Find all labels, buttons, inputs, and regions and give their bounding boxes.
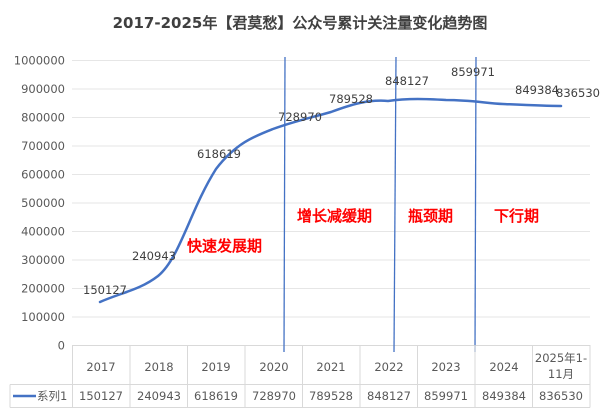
phase-label-slowing-growth: 增长减缓期 bbox=[297, 207, 372, 225]
y-tick: 700000 bbox=[21, 139, 65, 153]
table-header-cell: 2021 bbox=[316, 360, 345, 374]
data-label: 728970 bbox=[278, 110, 322, 124]
chart-title: 2017-2025年【君莫愁】公众号累计关注量变化趋势图 bbox=[112, 14, 488, 32]
table-header-cell: 2024 bbox=[489, 360, 518, 374]
data-label: 150127 bbox=[83, 283, 127, 297]
gridlines bbox=[72, 60, 590, 346]
data-label: 859971 bbox=[451, 65, 495, 79]
y-tick: 500000 bbox=[21, 196, 65, 210]
data-label: 240943 bbox=[132, 249, 176, 263]
table-header-cell: 2022 bbox=[374, 360, 403, 374]
table-cell: 150127 bbox=[79, 389, 123, 403]
table-header-cell: 2017 bbox=[86, 360, 115, 374]
series-line bbox=[98, 97, 563, 304]
table-series-row: 系列1 150127 240943 618619 728970 789528 8… bbox=[13, 389, 583, 403]
table-header-cell: 2018 bbox=[144, 360, 173, 374]
table-header-cell: 11月 bbox=[548, 367, 574, 381]
table-cell: 789528 bbox=[309, 389, 353, 403]
y-tick: 1000000 bbox=[14, 54, 65, 68]
y-axis-labels: 1000000 900000 800000 700000 600000 5000… bbox=[14, 54, 65, 353]
table-header-row: 2017 2018 2019 2020 2021 2022 2023 2024 … bbox=[86, 351, 587, 381]
data-label: 848127 bbox=[385, 74, 429, 88]
y-tick: 900000 bbox=[21, 82, 65, 96]
phase-label-decline: 下行期 bbox=[494, 207, 539, 225]
phase-annotations: 快速发展期 增长减缓期 瓶颈期 下行期 bbox=[187, 207, 539, 255]
divider-line bbox=[283, 56, 286, 353]
table-header-cell: 2023 bbox=[431, 360, 460, 374]
phase-dividers bbox=[283, 56, 477, 353]
data-labels: 150127 240943 618619 728970 789528 84812… bbox=[83, 65, 600, 297]
divider-line bbox=[474, 56, 477, 353]
table-header-cell: 2020 bbox=[259, 360, 288, 374]
table-cell: 836530 bbox=[539, 389, 583, 403]
table-cell: 859971 bbox=[424, 389, 468, 403]
divider-line bbox=[393, 56, 397, 353]
phase-label-bottleneck: 瓶颈期 bbox=[408, 207, 453, 225]
y-tick: 0 bbox=[58, 339, 65, 353]
table-cell: 728970 bbox=[252, 389, 296, 403]
table-cell: 240943 bbox=[137, 389, 181, 403]
table-cell: 848127 bbox=[367, 389, 411, 403]
table-cell: 849384 bbox=[482, 389, 526, 403]
data-label: 849384 bbox=[515, 83, 559, 97]
data-label: 789528 bbox=[329, 92, 373, 106]
table-header-cell: 2019 bbox=[201, 360, 230, 374]
table-header-cell: 2025年1- bbox=[535, 351, 587, 365]
data-label: 618619 bbox=[197, 147, 241, 161]
table-cell: 618619 bbox=[194, 389, 238, 403]
y-tick: 600000 bbox=[21, 168, 65, 182]
y-tick: 300000 bbox=[21, 253, 65, 267]
y-tick: 100000 bbox=[21, 310, 65, 324]
data-label: 836530 bbox=[556, 86, 600, 100]
y-tick: 200000 bbox=[21, 282, 65, 296]
series-name: 系列1 bbox=[37, 389, 67, 403]
y-tick: 800000 bbox=[21, 111, 65, 125]
y-tick: 400000 bbox=[21, 225, 65, 239]
data-table bbox=[9, 345, 591, 408]
phase-label-rapid-growth: 快速发展期 bbox=[187, 237, 262, 255]
